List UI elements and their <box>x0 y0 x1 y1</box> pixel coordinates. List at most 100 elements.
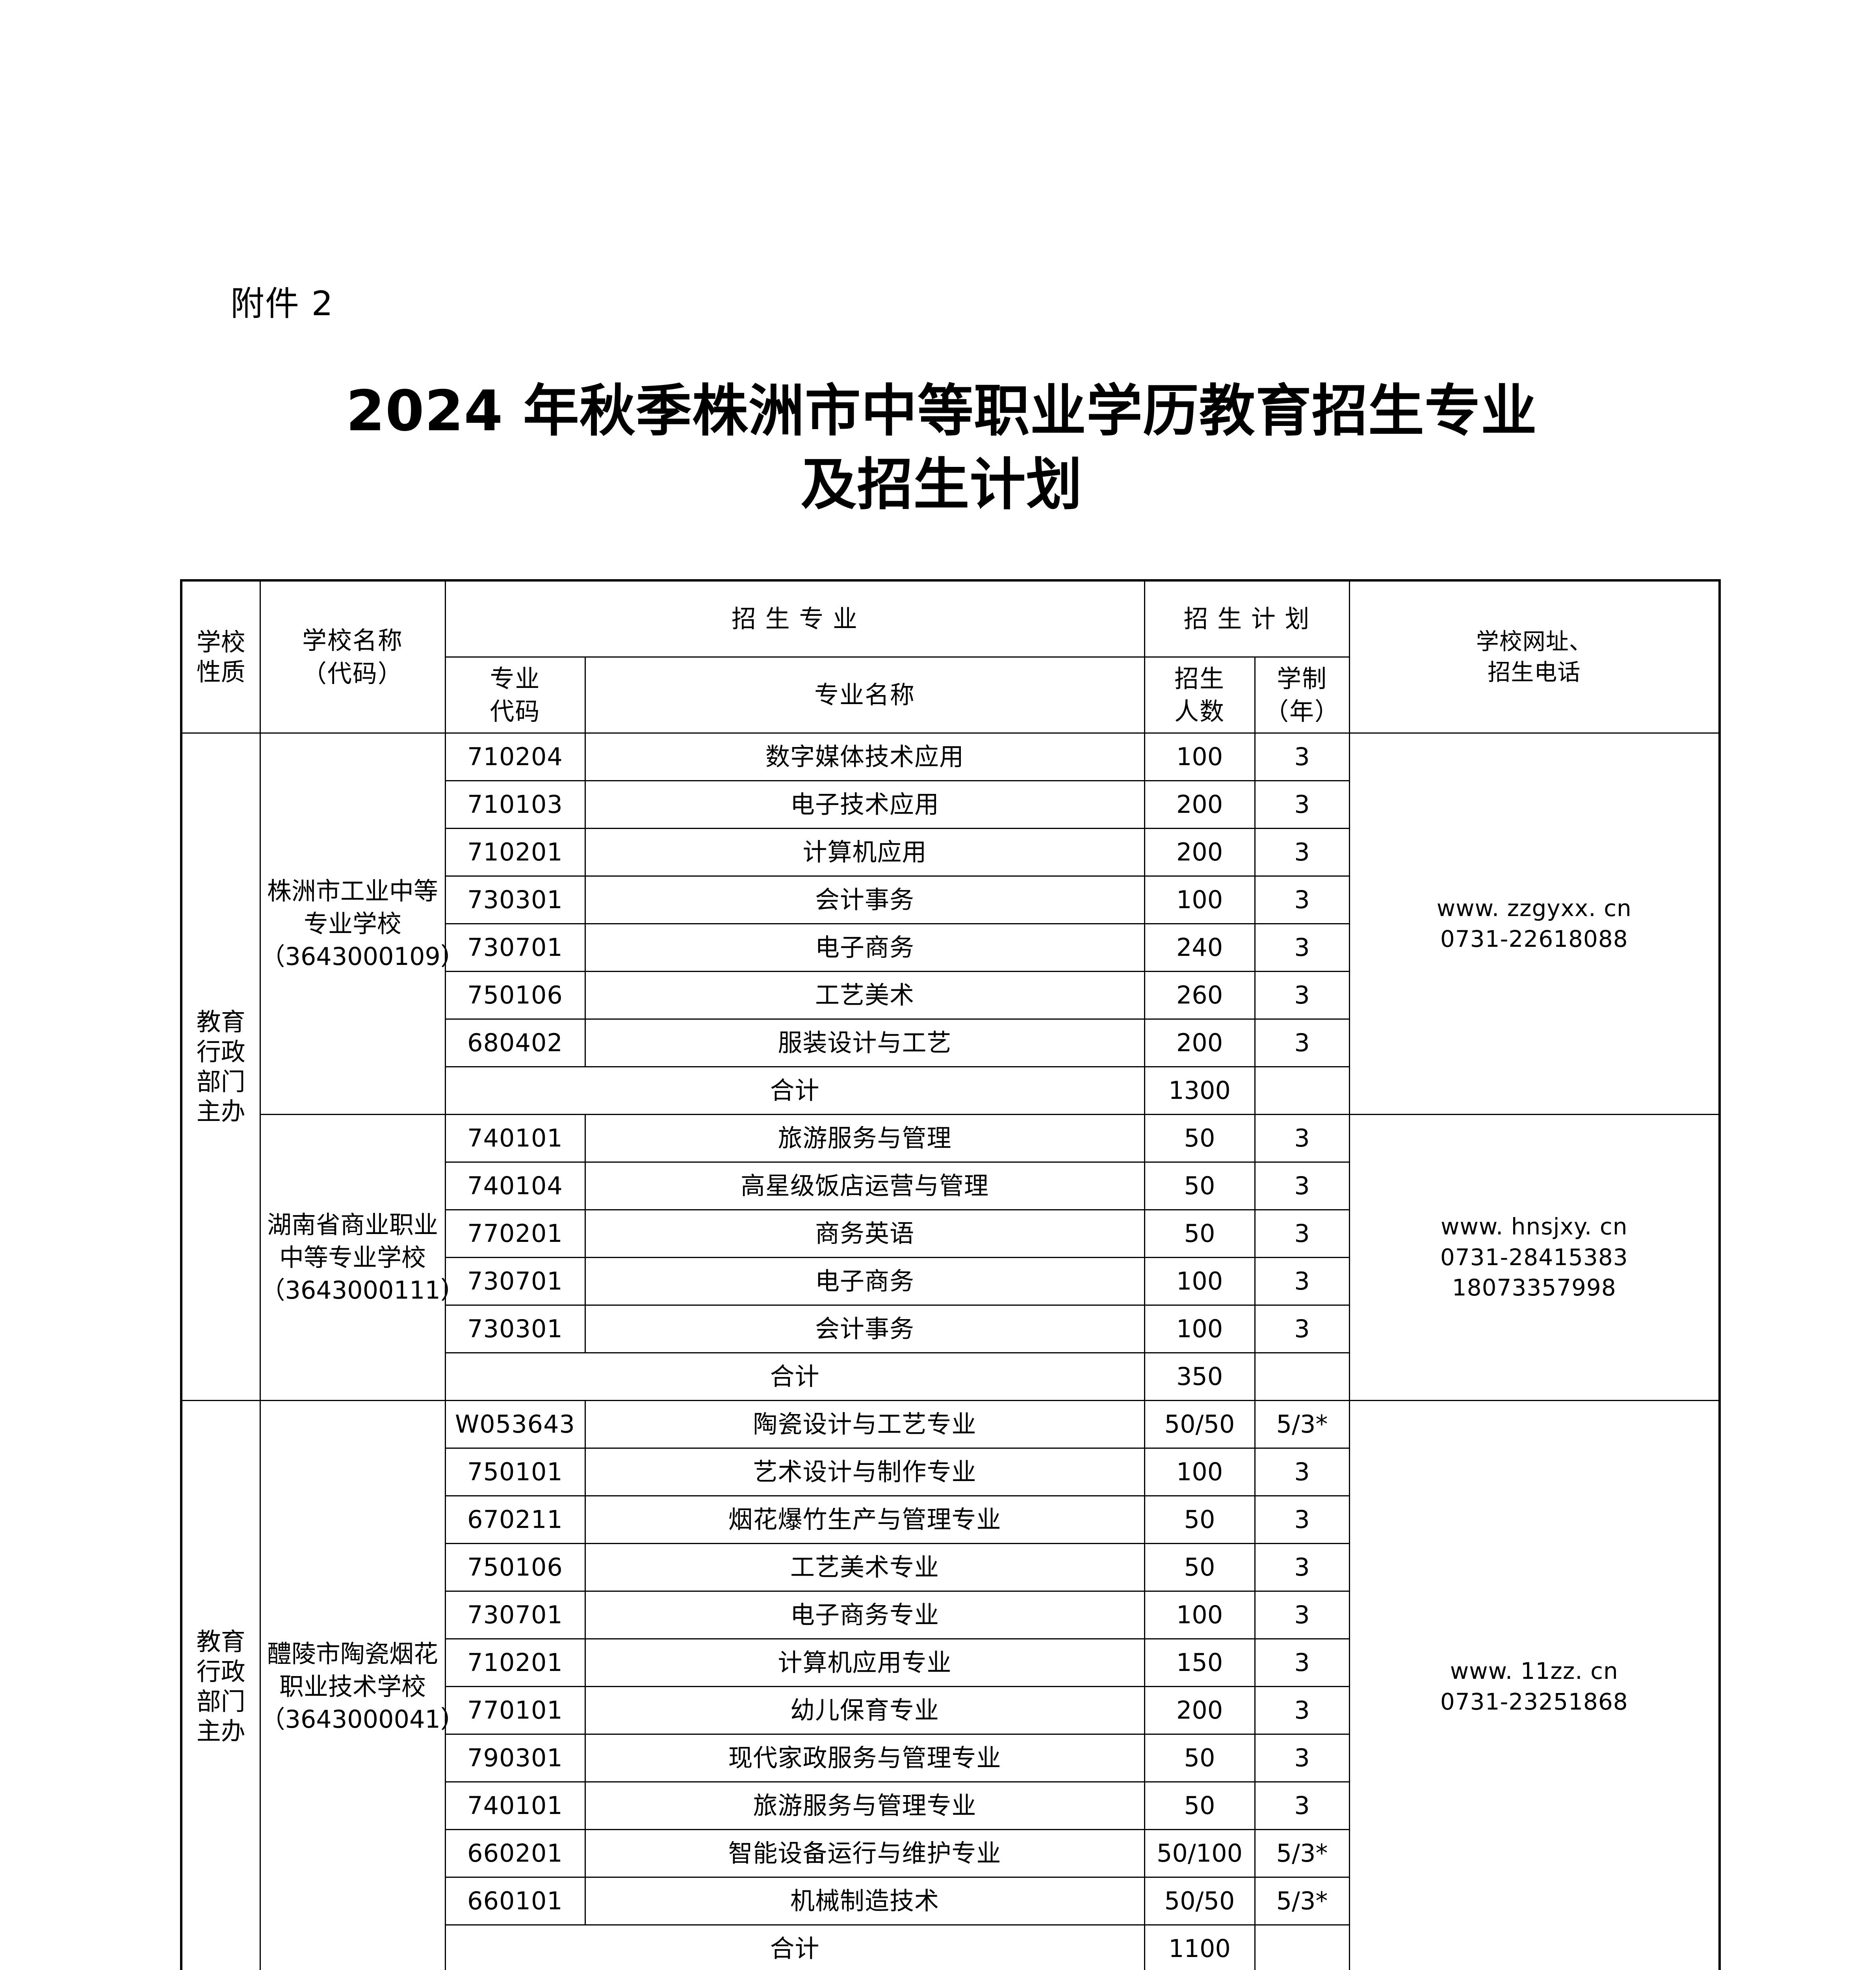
table-row: 660101 机械制造技术 50/50 5/3* <box>181 1877 1720 1925</box>
major-code-cell: 730701 <box>444 1591 586 1639</box>
header-school-nature-l2: 性质 <box>196 657 245 686</box>
table-row: 740104 高星级饭店运营与管理 50 3 <box>181 1162 1720 1210</box>
major-name-cell: 高星级饭店运营与管理 <box>584 1162 1145 1210</box>
study-years-cell: 5/3* <box>1254 1829 1350 1878</box>
enrollment-plan-table: 学校 性质 学校名称 （代码） 招 生 专 业 招 生 计 划 学校网址、 招生… <box>180 579 1721 1970</box>
major-code-cell: 710204 <box>444 732 586 781</box>
school-nature-char: 教 <box>196 1007 221 1037</box>
subtotal-row: 合计 350 <box>181 1352 1720 1401</box>
enrollment-count-cell: 200 <box>1144 780 1256 829</box>
header-row-bottom: 专业 代码 专业名称 招生 人数 学制 （年） <box>181 656 1720 734</box>
header-years-l2: （年） <box>1264 697 1340 726</box>
table-row: 750106 工艺美术专业 50 3 <box>181 1543 1720 1592</box>
study-years-cell: 3 <box>1254 1448 1350 1496</box>
page-title: 2024 年秋季株洲市中等职业学历教育招生专业 及招生计划 <box>236 374 1647 522</box>
major-code-cell: 730701 <box>444 1257 586 1306</box>
major-name-cell: 会计事务 <box>584 875 1145 924</box>
study-years-cell: 3 <box>1254 1543 1350 1592</box>
school-nature-char: 门 <box>221 1067 245 1096</box>
subtotal-value: 1300 <box>1144 1066 1256 1115</box>
header-major-code: 专业 代码 <box>444 656 586 734</box>
school-name-line2: 职业技术学校 <box>279 1672 426 1701</box>
page-title-line2: 及招生计划 <box>801 452 1083 518</box>
school-nature-char: 行 <box>196 1657 221 1686</box>
major-code-cell: 770201 <box>444 1209 586 1258</box>
major-name-cell: 现代家政服务与管理专业 <box>584 1734 1145 1782</box>
table-row: 710103 电子技术应用 200 3 <box>181 780 1720 829</box>
school-contact-cell: www. hnsjxy. cn 0731-28415383 18073357998 <box>1348 1114 1720 1401</box>
header-admission-plan-group: 招 生 计 划 <box>1144 580 1350 658</box>
major-code-cell: 710201 <box>444 1638 586 1687</box>
table-row: 740101 旅游服务与管理专业 50 3 <box>181 1781 1720 1830</box>
table-row: 670211 烟花爆竹生产与管理专业 50 3 <box>181 1495 1720 1544</box>
school-name-cell: 醴陵市陶瓷烟花 职业技术学校 （3643000041） <box>259 1400 465 1970</box>
enrollment-count-cell: 50 <box>1144 1114 1256 1163</box>
header-major-code-l2: 代码 <box>490 697 541 726</box>
subtotal-label: 合计 <box>444 1066 1145 1115</box>
school-website: www. hnsjxy. cn <box>1440 1213 1628 1240</box>
school-phone-primary: 0731-22618088 <box>1440 925 1628 952</box>
major-code-cell: 660201 <box>444 1829 586 1878</box>
major-name-cell: 会计事务 <box>584 1305 1145 1353</box>
study-years-cell: 3 <box>1254 923 1350 972</box>
major-name-cell: 电子商务 <box>584 1257 1145 1306</box>
header-school-code-l2: （代码） <box>302 659 403 688</box>
major-code-cell: 660101 <box>444 1877 586 1925</box>
enrollment-count-cell: 150 <box>1144 1638 1256 1687</box>
table-row: 710201 计算机应用专业 150 3 <box>181 1638 1720 1687</box>
table-row: 750106 工艺美术 260 3 <box>181 971 1720 1020</box>
header-contact-l1: 学校网址、 <box>1476 628 1592 655</box>
major-name-cell: 幼儿保育专业 <box>584 1686 1145 1735</box>
school-nature-char: 政 <box>221 1657 245 1686</box>
table-row: 730701 电子商务专业 100 3 <box>181 1591 1720 1639</box>
header-school-nature-l1: 学校 <box>196 627 245 656</box>
major-name-cell: 工艺美术专业 <box>584 1543 1145 1592</box>
enrollment-count-cell: 100 <box>1144 1591 1256 1639</box>
school-contact-cell: www. 11zz. cn 0731-23251868 <box>1348 1400 1720 1970</box>
school-phone-primary: 0731-28415383 <box>1440 1243 1628 1271</box>
table-row: 730701 电子商务 100 3 <box>181 1257 1720 1306</box>
major-name-cell: 陶瓷设计与工艺专业 <box>584 1400 1145 1449</box>
major-name-cell: 商务英语 <box>584 1209 1145 1258</box>
attachment-label: 附件 2 <box>230 284 334 323</box>
enrollment-count-cell: 50 <box>1144 1162 1256 1210</box>
school-phone-primary: 0731-23251868 <box>1440 1688 1628 1715</box>
header-count-l2: 人数 <box>1174 697 1225 726</box>
enrollment-count-cell: 50/50 <box>1144 1877 1256 1925</box>
major-code-cell: 670211 <box>444 1495 586 1544</box>
major-name-cell: 电子商务 <box>584 923 1145 972</box>
school-nature-char: 办 <box>221 1097 245 1126</box>
school-phone-secondary: 18073357998 <box>1452 1274 1616 1301</box>
school-contact-cell: www. zzgyxx. cn 0731-22618088 <box>1348 732 1720 1115</box>
subtotal-row: 合计 1100 <box>181 1924 1720 1970</box>
school-name-line1: 株洲市工业中等 <box>267 876 438 905</box>
subtotal-years-empty <box>1254 1066 1350 1115</box>
enrollment-count-cell: 100 <box>1144 1257 1256 1306</box>
table-row: 湖南省商业职业 中等专业学校 （3643000111） 740101 旅游服务与管理 50… <box>181 1114 1720 1401</box>
major-name-cell: 服装设计与工艺 <box>584 1018 1145 1067</box>
major-code-cell: 710103 <box>444 780 586 829</box>
school-nature-char: 主 <box>196 1097 221 1126</box>
major-code-cell: 740101 <box>444 1781 586 1830</box>
major-name-cell: 数字媒体技术应用 <box>584 732 1145 781</box>
school-code: （3643000041） <box>260 1705 465 1734</box>
table-row: 730301 会计事务 100 3 <box>181 875 1720 924</box>
school-nature-char: 政 <box>221 1037 245 1066</box>
table-body: 教行部主育政门办株洲市工业中等 专业学校 （3643000109） 710204 数字媒… <box>180 732 1720 1970</box>
school-code: （3643000111） <box>260 1276 465 1305</box>
study-years-cell: 3 <box>1254 1114 1350 1163</box>
study-years-cell: 3 <box>1254 732 1350 781</box>
major-name-cell: 艺术设计与制作专业 <box>584 1448 1145 1496</box>
major-name-cell: 工艺美术 <box>584 971 1145 1020</box>
major-code-cell: 730701 <box>444 923 586 972</box>
school-nature-cell: 教行部主 育政门办 <box>180 732 261 1401</box>
header-admission-major-group: 招 生 专 业 <box>444 580 1145 658</box>
table-row: 770101 幼儿保育专业 200 3 <box>181 1686 1720 1735</box>
table-row: 710201 计算机应用 200 3 <box>181 828 1720 877</box>
enrollment-count-cell: 100 <box>1144 732 1256 781</box>
subtotal-value: 350 <box>1144 1352 1256 1401</box>
school-nature-char: 育 <box>221 1627 245 1656</box>
table-row: 730701 电子商务 240 3 <box>181 923 1720 972</box>
subtotal-years-empty <box>1254 1924 1350 1970</box>
